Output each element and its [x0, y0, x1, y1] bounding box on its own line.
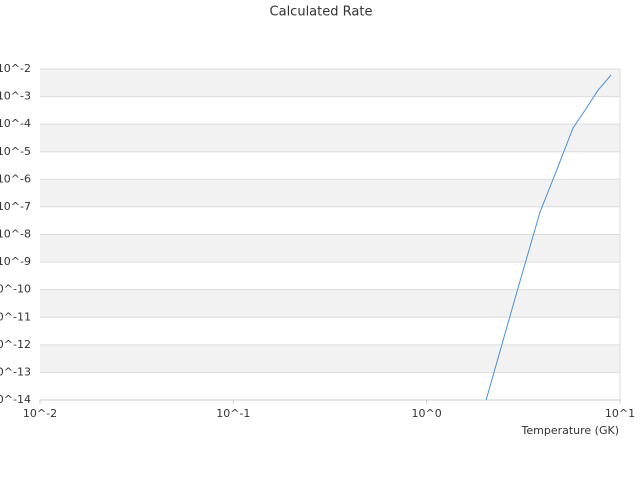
y-tick-label: 10^-14: [0, 393, 31, 406]
band: [40, 344, 620, 373]
y-tick-label: 10^-8: [0, 228, 31, 241]
band: [40, 69, 620, 97]
y-tick-label: 10^-2: [0, 62, 31, 75]
y-tick-label: 10^-4: [0, 117, 31, 130]
y-tick-label: 10^-6: [0, 172, 31, 185]
y-tick-label: 10^-3: [0, 90, 31, 103]
x-tick-label: 10^-1: [216, 407, 250, 420]
y-tick-label: 10^-5: [0, 145, 31, 158]
chart-title: Calculated Rate: [270, 5, 373, 20]
band: [40, 179, 620, 207]
line: [485, 74, 612, 401]
x-tick-label: 10^-2: [23, 407, 57, 420]
y-tick-label: 10^-13: [0, 365, 31, 378]
band: [40, 234, 620, 263]
y-tick-label: 10^-12: [0, 338, 31, 351]
band: [40, 289, 620, 318]
band: [40, 124, 620, 152]
x-tick-label: 10^1: [605, 407, 635, 420]
y-tick-label: 10^-7: [0, 200, 31, 213]
y-tick-label: 10^-11: [0, 310, 31, 323]
y-tick-label: 10^-9: [0, 255, 31, 268]
y-tick-label: 10^-10: [0, 283, 31, 296]
x-axis-label: Temperature (GK): [521, 424, 620, 437]
x-tick-label: 10^0: [412, 407, 442, 420]
